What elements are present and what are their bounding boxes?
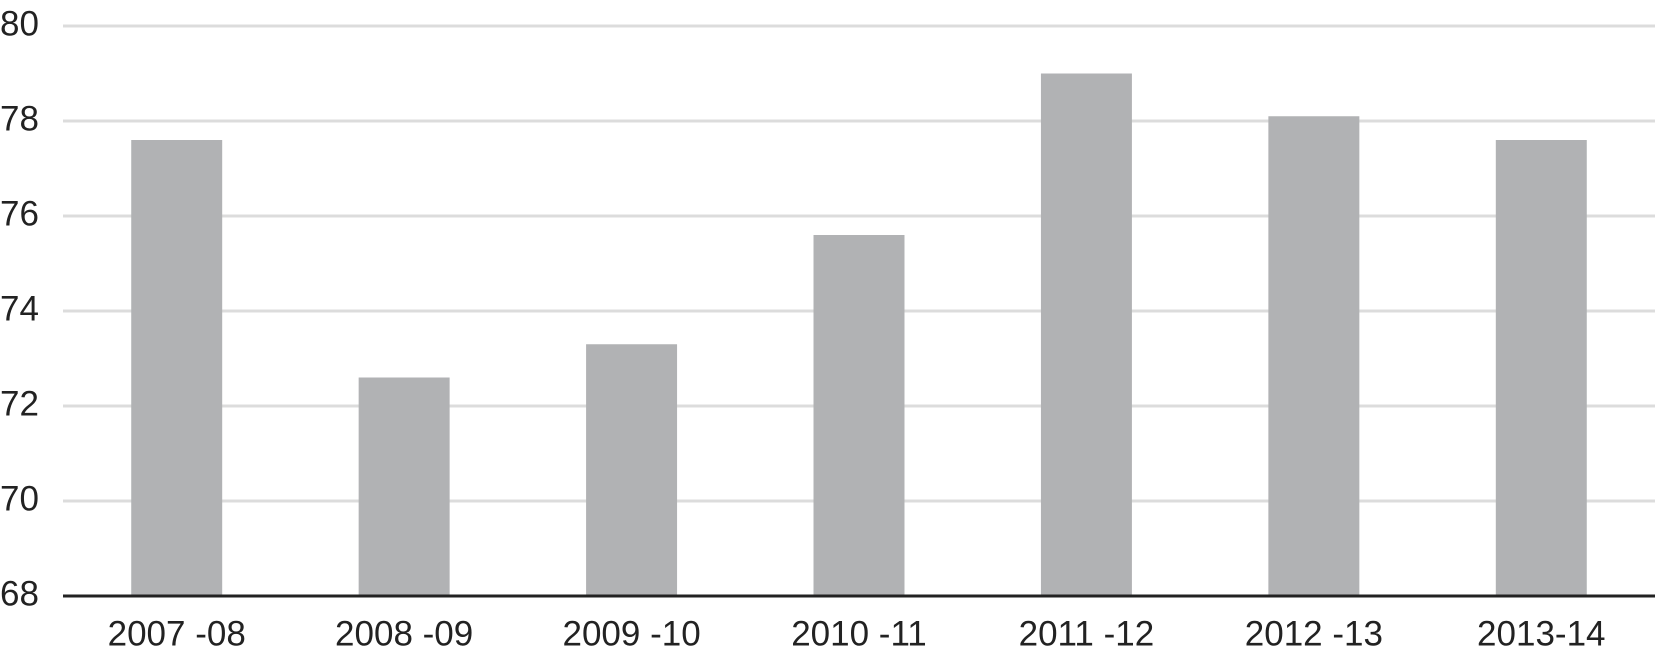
x-tick-label: 2012 -13	[1245, 614, 1383, 653]
bar	[131, 140, 223, 596]
y-tick-label: 78	[0, 99, 39, 138]
bar	[1268, 116, 1360, 596]
x-tick-label: 2010 -11	[791, 614, 927, 653]
x-tick-label: 2009 -10	[562, 614, 700, 653]
x-tick-label: 2013-14	[1477, 614, 1605, 653]
y-tick-label: 70	[0, 479, 39, 518]
x-tick-label: 2008 -09	[335, 614, 473, 653]
x-tick-label: 2007 -08	[108, 614, 246, 653]
y-tick-label: 80	[0, 4, 39, 43]
y-tick-label: 76	[0, 194, 39, 233]
bar	[813, 235, 905, 596]
bar	[358, 377, 450, 596]
bar	[586, 344, 678, 596]
x-tick-label: 2011 -12	[1019, 614, 1155, 653]
bar	[1495, 140, 1587, 596]
y-tick-label: 72	[0, 384, 39, 423]
bar	[1040, 73, 1132, 596]
y-tick-label: 68	[0, 574, 39, 613]
y-tick-label: 74	[0, 289, 39, 328]
